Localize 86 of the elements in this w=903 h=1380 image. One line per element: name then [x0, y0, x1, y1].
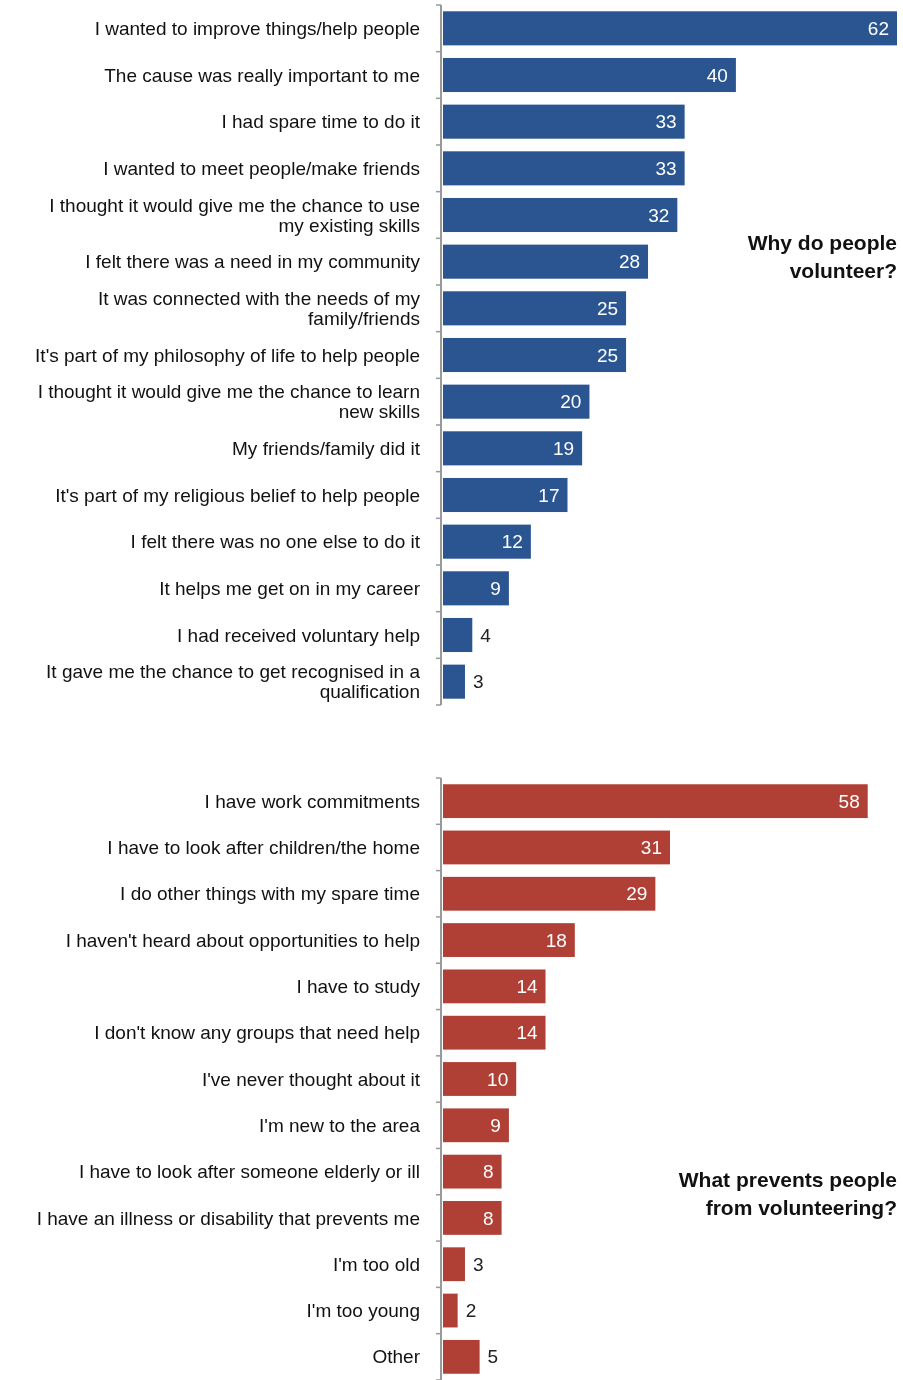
- y-tick-label: I don't know any groups that need help: [94, 1022, 420, 1044]
- data-label: 17: [538, 484, 560, 506]
- data-label: 10: [487, 1068, 509, 1090]
- data-label: 3: [472, 1253, 484, 1275]
- bar: [443, 969, 546, 1004]
- bar: [443, 384, 590, 419]
- bar: [443, 57, 736, 93]
- y-tick-label: I felt there was a need in my community: [85, 251, 421, 273]
- data-label: 3: [472, 671, 484, 693]
- data-label: 33: [655, 111, 677, 133]
- y-tick-label: My friends/family did it: [232, 437, 421, 459]
- bar: [443, 830, 670, 865]
- text: What prevents people from volunteering?: [678, 1168, 897, 1220]
- data-label: 25: [596, 297, 619, 319]
- data-label: 58: [838, 790, 860, 812]
- data-label: 8: [483, 1207, 494, 1229]
- y-tick-label: It's part of my philosophy of life to help people: [35, 344, 420, 366]
- data-label: 20: [560, 391, 582, 413]
- data-label: 31: [640, 837, 662, 859]
- y-tick-label: It's part of my religious belief to help people: [55, 484, 420, 506]
- y-tick-label: I thought it would give me the chance to learn new skills: [37, 381, 420, 423]
- data-label: 25: [596, 344, 619, 366]
- y-tick-label: I have to study: [296, 976, 421, 998]
- y-tick-label: The cause was really important to me: [104, 64, 420, 86]
- bar: [443, 571, 509, 606]
- data-label: 18: [545, 929, 567, 951]
- y-tick-label: I felt there was no one else to do it: [130, 531, 421, 553]
- bar: [443, 1154, 502, 1189]
- bar: [443, 923, 575, 957]
- y-tick-label: I wanted to meet people/make friends: [103, 157, 420, 179]
- text: Why do people volunteer?: [747, 231, 897, 282]
- bar: [443, 617, 473, 653]
- bar: [443, 244, 649, 279]
- bar: [443, 1062, 517, 1096]
- data-label: 12: [501, 531, 523, 553]
- y-tick-label: Other: [372, 1346, 421, 1368]
- y-tick-label: I have work commitments: [204, 790, 420, 812]
- bar: [443, 784, 868, 819]
- y-tick-label: I thought it would give me the chance to use my existing skills: [49, 194, 420, 236]
- data-label: 32: [648, 204, 670, 226]
- data-label: 2: [465, 1300, 477, 1322]
- y-tick-label: I've never thought about it: [201, 1068, 421, 1090]
- data-label: 19: [552, 437, 575, 459]
- data-label: 14: [516, 1022, 538, 1044]
- data-label: 28: [618, 251, 641, 273]
- data-label: 9: [490, 577, 501, 599]
- bar: [443, 431, 583, 466]
- y-tick-label: I'm too young: [306, 1300, 420, 1322]
- y-tick-label: I'm too old: [332, 1253, 420, 1275]
- data-label: 8: [483, 1161, 494, 1183]
- data-label: 40: [706, 64, 728, 86]
- bar: [443, 876, 656, 911]
- data-label: 14: [516, 976, 538, 998]
- y-tick-label: I had spare time to do it: [221, 111, 421, 133]
- data-label: 33: [655, 157, 677, 179]
- y-tick-label: I had received voluntary help: [177, 624, 420, 646]
- y-tick-label: I'm new to the area: [259, 1114, 421, 1136]
- bar: [443, 1293, 458, 1328]
- bar: [443, 1201, 502, 1235]
- bar: [443, 197, 678, 233]
- bar: [443, 151, 685, 186]
- y-tick-label: I wanted to improve things/help people: [94, 17, 420, 39]
- y-tick-label: I haven't heard about opportunities to help: [65, 929, 420, 951]
- bar: [443, 1108, 509, 1143]
- data-label: 9: [490, 1114, 501, 1136]
- data-label: 5: [487, 1346, 499, 1368]
- y-tick-label: I have to look after someone elderly or ill: [78, 1161, 420, 1183]
- bar: [443, 11, 897, 46]
- bar: [443, 1015, 546, 1050]
- bar: [443, 291, 627, 326]
- y-tick-label: It helps me get on in my career: [159, 577, 421, 599]
- data-label: 29: [626, 883, 648, 905]
- bar: [443, 524, 531, 559]
- y-tick-label: I do other things with my spare time: [120, 883, 420, 905]
- y-tick-label: It gave me the chance to get recognised in a qualification: [46, 661, 421, 703]
- bar: [443, 337, 627, 373]
- bar: [443, 104, 685, 139]
- bar: [443, 1339, 480, 1374]
- data-label: 62: [867, 17, 889, 39]
- bar: [443, 664, 465, 699]
- y-tick-label: I have to look after children/the home: [107, 837, 420, 859]
- bar: [443, 1247, 465, 1282]
- y-tick-label: I have an illness or disability that prevents me: [36, 1207, 420, 1229]
- bar: [443, 477, 568, 513]
- y-tick-label: It was connected with the needs of my family/friends: [97, 287, 421, 329]
- data-label: 4: [480, 624, 492, 646]
